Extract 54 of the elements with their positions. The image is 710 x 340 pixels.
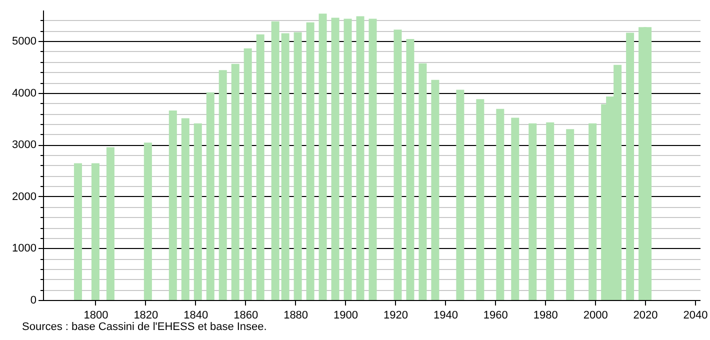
bar bbox=[256, 34, 264, 300]
x-tick-label: 1980 bbox=[533, 310, 558, 322]
x-tick-label: 2020 bbox=[633, 310, 658, 322]
y-tick-label: 0 bbox=[30, 294, 36, 306]
x-tick-label: 1800 bbox=[84, 310, 108, 322]
x-tick-label: 1840 bbox=[184, 310, 208, 322]
bar bbox=[106, 147, 114, 300]
bar bbox=[181, 118, 190, 300]
bar bbox=[281, 33, 290, 300]
bar bbox=[271, 21, 280, 300]
x-tick-label: 1940 bbox=[433, 310, 458, 322]
x-tick-label: 2000 bbox=[583, 310, 608, 322]
bar bbox=[546, 122, 554, 300]
bar bbox=[418, 63, 427, 300]
bar bbox=[206, 92, 214, 300]
x-tick-label: 1960 bbox=[483, 310, 508, 322]
x-tick-label: 1900 bbox=[334, 310, 358, 322]
bar bbox=[91, 163, 100, 300]
bar bbox=[626, 32, 634, 300]
bar bbox=[456, 90, 464, 300]
bar bbox=[294, 32, 302, 300]
y-tick-label: 3000 bbox=[12, 139, 36, 152]
bar bbox=[144, 142, 152, 300]
y-tick-label: 4000 bbox=[12, 87, 36, 100]
bar bbox=[168, 110, 177, 300]
x-tick-label: 1880 bbox=[284, 310, 308, 322]
bar bbox=[368, 18, 377, 300]
bar bbox=[194, 123, 202, 300]
bar bbox=[394, 30, 402, 300]
x-tick-label: 1920 bbox=[383, 310, 408, 322]
bar bbox=[231, 64, 240, 300]
bar bbox=[476, 99, 484, 300]
bar bbox=[496, 108, 504, 300]
bar bbox=[331, 18, 340, 300]
y-tick-label: 1000 bbox=[12, 242, 36, 255]
bar bbox=[318, 14, 327, 300]
bar bbox=[74, 163, 82, 300]
bar bbox=[566, 129, 574, 300]
x-tick-label: 1860 bbox=[234, 310, 258, 322]
bar bbox=[218, 70, 227, 300]
bar bbox=[306, 22, 314, 300]
y-tick-label: 2000 bbox=[12, 190, 36, 203]
source-note: Sources : base Cassini de l'EHESS et base Insee. bbox=[22, 320, 267, 334]
bar bbox=[528, 123, 537, 300]
bar bbox=[406, 39, 414, 300]
bar bbox=[431, 80, 440, 300]
bar bbox=[244, 48, 252, 300]
bar bbox=[344, 18, 352, 300]
x-tick-label: 2040 bbox=[683, 310, 708, 322]
bar bbox=[356, 16, 364, 300]
x-tick-label: 1820 bbox=[134, 310, 158, 322]
bar bbox=[511, 118, 520, 300]
bar bbox=[588, 123, 597, 300]
y-tick-label: 5000 bbox=[12, 36, 36, 48]
